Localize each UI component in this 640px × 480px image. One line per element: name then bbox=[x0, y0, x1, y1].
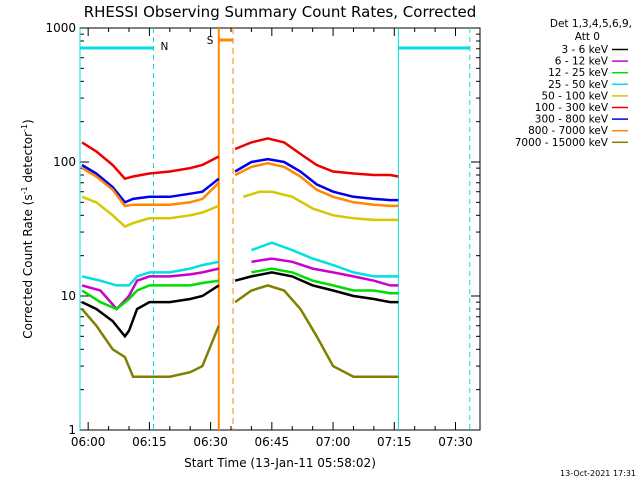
legend-label: 7000 - 15000 keV bbox=[515, 137, 609, 149]
x-tick-label: 06:15 bbox=[132, 435, 167, 449]
series-line bbox=[81, 141, 220, 181]
y-axis-label-main: Corrected Count Rate (s bbox=[21, 194, 35, 338]
y-axis-label: Corrected Count Rate (s-1 detector-1) bbox=[20, 119, 35, 338]
y-tick-label: 100 bbox=[53, 155, 76, 169]
legend-label: 50 - 100 keV bbox=[541, 90, 608, 102]
legend-label: 800 - 7000 keV bbox=[528, 125, 609, 137]
series-layer bbox=[81, 137, 399, 378]
legend-label: 25 - 50 keV bbox=[548, 79, 609, 91]
y-axis: 1 10 100 1000 bbox=[45, 21, 480, 437]
series-line bbox=[81, 167, 220, 208]
x-axis-label: Start Time (13-Jan-11 05:58:02) bbox=[184, 456, 376, 470]
x-tick-label: 07:00 bbox=[316, 435, 351, 449]
series-line bbox=[250, 241, 399, 278]
x-tick-label: 06:45 bbox=[255, 435, 290, 449]
series-line bbox=[81, 279, 219, 311]
x-axis: 06:00 06:15 06:30 06:45 07:00 07:15 07:30 bbox=[71, 28, 473, 449]
legend-label: 12 - 25 keV bbox=[548, 67, 609, 79]
series-line bbox=[81, 260, 220, 287]
legend-header-2: Att 0 bbox=[575, 31, 600, 43]
y-axis-label-end: ) bbox=[21, 119, 35, 124]
x-tick-label: 07:15 bbox=[377, 435, 412, 449]
series-line bbox=[251, 257, 399, 287]
y-axis-label-sup1: -1 bbox=[20, 186, 29, 194]
series-line bbox=[81, 267, 220, 311]
series-line bbox=[234, 161, 399, 208]
saa-label: S bbox=[207, 35, 214, 47]
series-line bbox=[81, 284, 220, 339]
series-line bbox=[234, 137, 399, 178]
legend-label: 6 - 12 keV bbox=[555, 56, 609, 68]
x-tick-label: 06:00 bbox=[71, 435, 106, 449]
y-axis-label-mid: detector bbox=[21, 132, 35, 187]
series-line bbox=[81, 163, 220, 204]
legend-label: 3 - 6 keV bbox=[561, 44, 608, 56]
series-line bbox=[242, 190, 399, 222]
night-label: N bbox=[160, 41, 168, 53]
series-line bbox=[81, 195, 220, 228]
series-line bbox=[234, 271, 399, 304]
chart-title: RHESSI Observing Summary Count Rates, Co… bbox=[84, 3, 477, 21]
legend-header-1: Det 1,3,4,5,6,9, bbox=[550, 18, 632, 30]
y-tick-label: 1 bbox=[68, 423, 76, 437]
legend-label: 300 - 800 keV bbox=[535, 114, 609, 126]
plot-area bbox=[79, 27, 481, 431]
plot-frame bbox=[79, 27, 481, 431]
y-axis-label-sup2: -1 bbox=[20, 124, 29, 132]
series-line bbox=[234, 157, 399, 202]
x-tick-label: 06:30 bbox=[193, 435, 228, 449]
series-line bbox=[251, 267, 399, 295]
series-line bbox=[234, 284, 399, 378]
y-tick-label: 1000 bbox=[45, 21, 76, 35]
legend-label: 100 - 300 keV bbox=[535, 102, 609, 114]
timestamp: 13-Oct-2021 17:31 bbox=[560, 469, 636, 478]
x-tick-label: 07:30 bbox=[438, 435, 473, 449]
y-tick-label: 10 bbox=[61, 289, 76, 303]
series-line bbox=[81, 308, 220, 378]
